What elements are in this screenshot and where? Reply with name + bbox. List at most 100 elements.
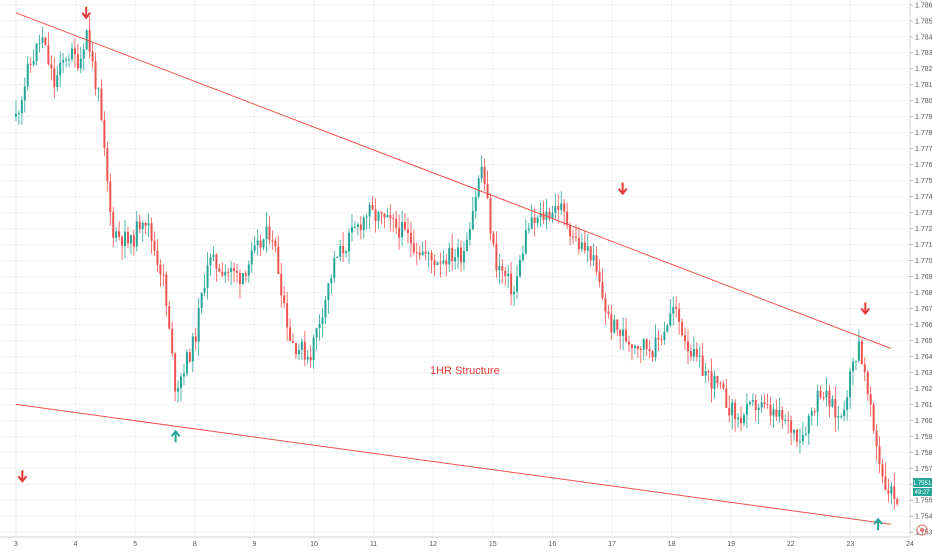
candle-body: [863, 364, 866, 372]
candle-body: [386, 215, 389, 218]
candle-body: [572, 236, 575, 238]
candle-body: [126, 231, 129, 244]
candle-body: [471, 211, 474, 230]
candle-body: [513, 291, 516, 295]
candle-body: [427, 252, 430, 254]
candle-body: [271, 240, 274, 242]
current-price-tag: 1.7551 49:27: [913, 478, 932, 496]
candle-body: [816, 390, 819, 412]
candle-body: [760, 402, 763, 408]
candle-body: [689, 351, 692, 357]
candle-body: [333, 257, 336, 279]
candle-body: [834, 398, 837, 418]
arrow-down-icon: [17, 470, 28, 483]
candle-body: [763, 402, 766, 405]
candle-body: [622, 329, 625, 336]
candle-body: [480, 166, 483, 179]
y-tick-label: 1.7740: [915, 194, 932, 201]
candle-body: [250, 250, 253, 265]
candle-body: [206, 265, 209, 288]
candle-body: [265, 226, 268, 240]
candle-body: [118, 231, 121, 237]
candle-body: [807, 415, 810, 434]
candle-body: [330, 278, 333, 284]
candle-body: [843, 409, 846, 417]
candle-body: [70, 48, 73, 60]
arrow-down-icon: [617, 182, 628, 196]
candle-body: [321, 317, 324, 324]
candle-body: [406, 229, 409, 233]
candle-body: [849, 371, 852, 398]
candle-body: [124, 231, 127, 246]
candle-body: [180, 376, 183, 389]
candle-body: [740, 417, 743, 424]
x-tick-label: 8: [193, 541, 197, 548]
y-tick-label: 1.7730: [915, 210, 932, 217]
candle-body: [215, 254, 218, 269]
candle-body: [813, 411, 816, 413]
grid: [0, 0, 911, 537]
candle-body: [212, 254, 215, 258]
y-tick-label: 1.7840: [915, 34, 932, 41]
candle-body: [678, 308, 681, 322]
candle-body: [704, 370, 707, 376]
y-tick-label: 1.7670: [915, 306, 932, 313]
x-tick-label: 22: [787, 541, 795, 548]
candle-body: [274, 240, 277, 247]
candle-body: [754, 400, 757, 411]
candle-body: [566, 211, 569, 226]
candle-body: [156, 250, 159, 265]
candle-body: [875, 430, 878, 447]
candle-body: [660, 339, 663, 341]
candle-body: [533, 217, 536, 223]
candle-body: [828, 390, 831, 407]
candle-body: [710, 371, 713, 389]
candle-body: [757, 407, 760, 411]
candle-body: [280, 273, 283, 296]
candle-body: [392, 218, 395, 220]
x-tick-label: 19: [727, 541, 735, 548]
candles: [14, 16, 899, 510]
candle-body: [342, 246, 345, 254]
candle-body: [775, 409, 778, 417]
candle-body: [135, 221, 138, 247]
candle-body: [41, 37, 44, 43]
candle-body: [106, 148, 109, 182]
candle-body: [831, 398, 834, 407]
candle-body: [209, 257, 212, 266]
candle-body: [657, 337, 660, 340]
candle-body: [857, 341, 860, 361]
candle-body: [141, 222, 144, 230]
candle-body: [415, 252, 418, 254]
x-axis: 3 4 5 8 9 10 11 12 15 16 17 18 19 22 23 24: [0, 536, 914, 548]
candle-body: [745, 404, 748, 415]
candle-body: [259, 240, 262, 248]
candle-body: [218, 268, 221, 272]
candle-body: [878, 446, 881, 465]
candle-body: [395, 218, 398, 228]
candle-body: [56, 75, 59, 88]
y-tick-label: 1.7820: [915, 66, 932, 73]
candle-body: [460, 247, 463, 263]
candle-body: [185, 352, 188, 374]
candle-body: [825, 390, 828, 398]
candle-body: [669, 313, 672, 326]
candle-body: [840, 416, 843, 418]
candle-body: [233, 268, 236, 271]
candle-body: [336, 256, 339, 258]
candle-body: [896, 499, 899, 505]
candle-body: [787, 419, 790, 421]
candle-body: [801, 434, 804, 442]
candle-body: [168, 306, 171, 329]
y-tick-label: 1.7590: [915, 434, 932, 441]
candle-body: [557, 206, 560, 210]
candle-body: [890, 486, 893, 494]
candle-body: [737, 417, 740, 420]
candle-body: [144, 222, 147, 226]
candle-body: [784, 419, 787, 421]
settings-gear-icon[interactable]: [916, 524, 928, 536]
candle-body: [498, 266, 501, 271]
candle-body: [798, 441, 801, 443]
y-tick-label: 1.7690: [915, 274, 932, 281]
candle-body: [412, 243, 415, 253]
